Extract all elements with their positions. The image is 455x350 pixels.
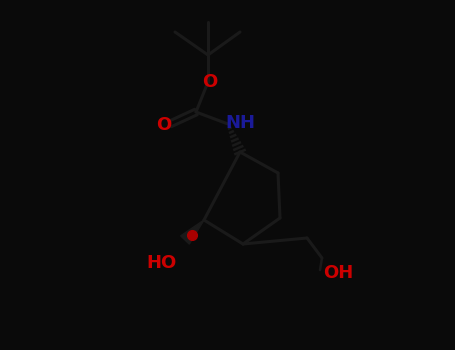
Polygon shape [181,220,204,244]
Text: O: O [157,116,172,134]
Text: HO: HO [147,254,177,272]
Text: OH: OH [323,264,353,282]
Text: NH: NH [225,114,255,132]
Text: O: O [202,73,217,91]
